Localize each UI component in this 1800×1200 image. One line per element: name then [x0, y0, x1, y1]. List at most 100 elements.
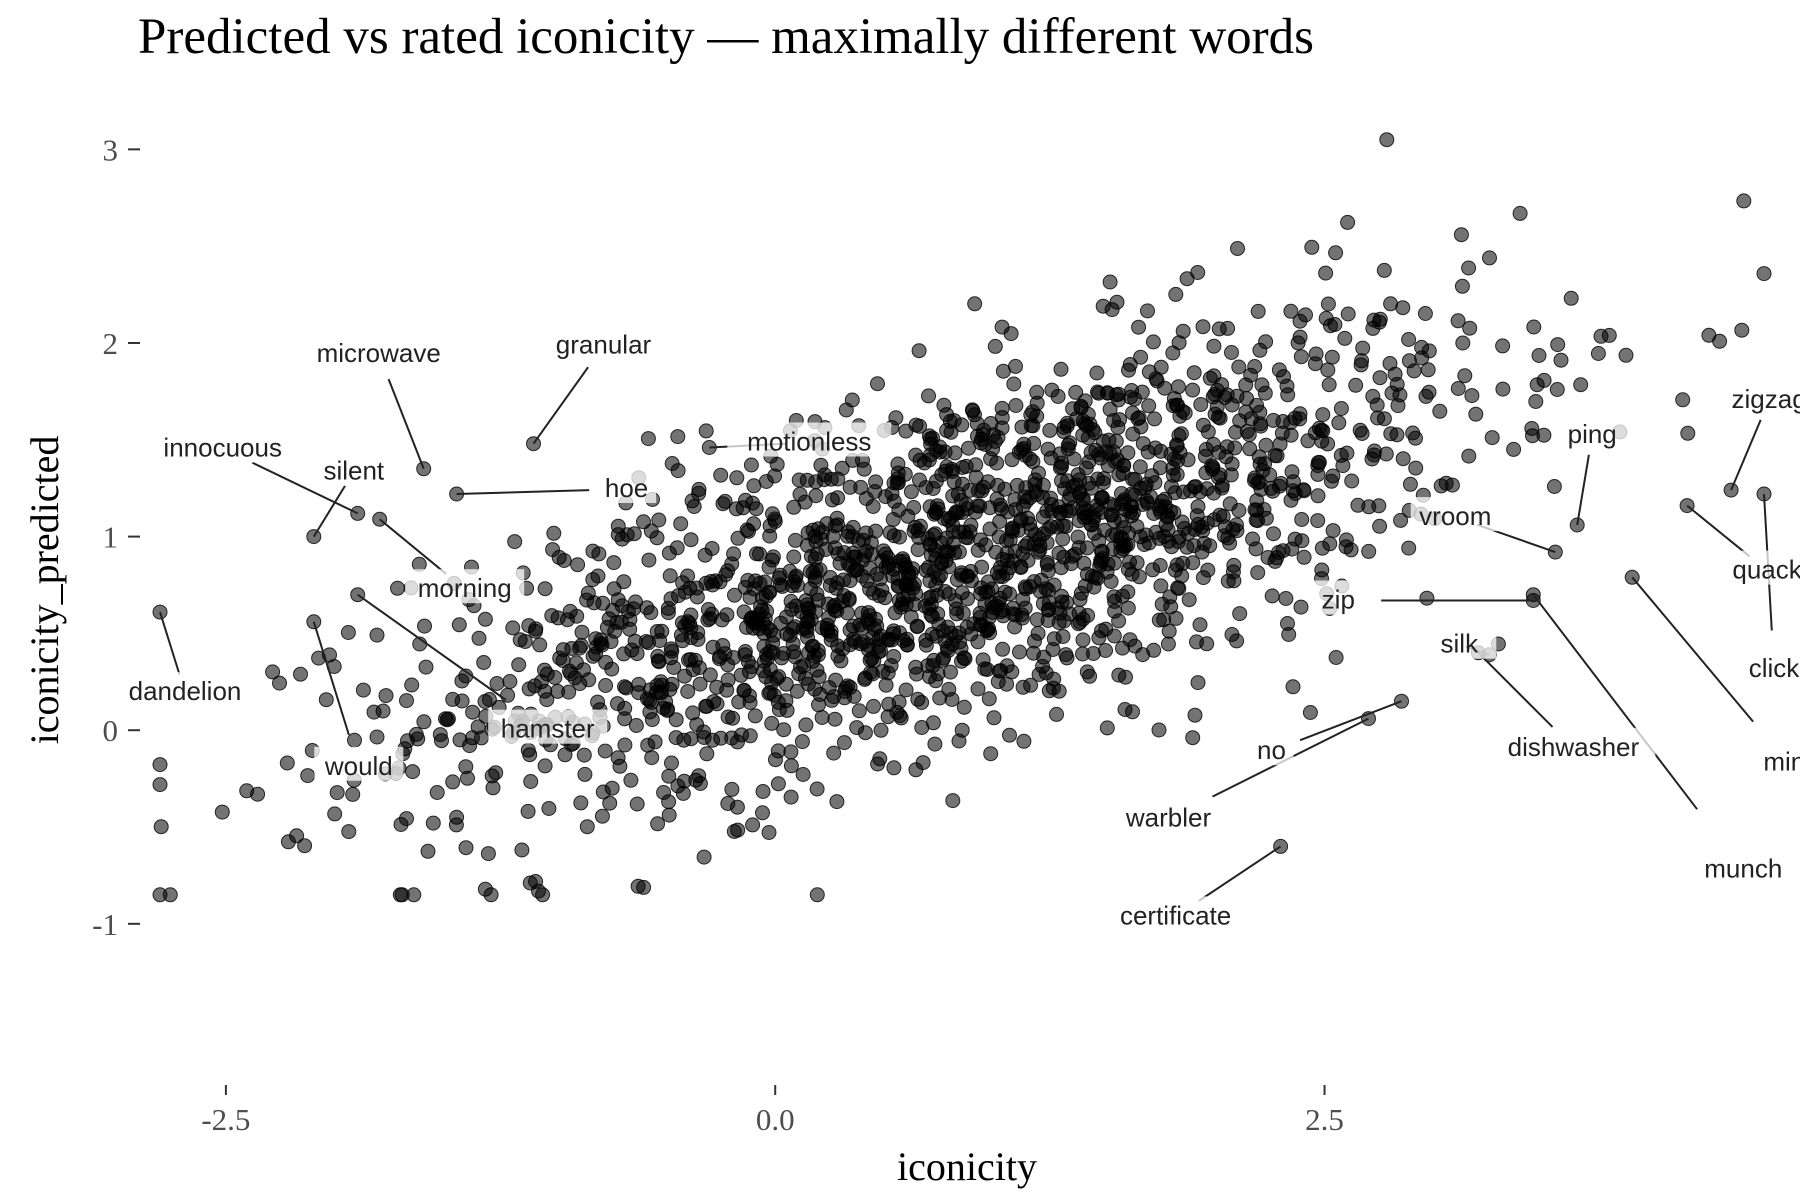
data-point: [1070, 616, 1086, 632]
data-point: [963, 573, 979, 589]
data-point: [1320, 436, 1336, 452]
data-point: [842, 479, 858, 495]
label-connector: [357, 593, 507, 701]
data-point: [272, 675, 287, 691]
data-point: [1002, 586, 1017, 602]
data-point: [623, 772, 639, 788]
data-point: [849, 720, 865, 736]
data-point: [214, 804, 230, 820]
data-point: [597, 743, 613, 759]
data-point: [1104, 507, 1120, 523]
data-point: [769, 456, 785, 472]
point-label-bg: [1086, 896, 1266, 931]
data-point: [758, 474, 774, 489]
data-point: [1165, 345, 1181, 361]
data-point: [514, 842, 530, 858]
data-point: [680, 684, 696, 699]
data-point: [1016, 441, 1031, 456]
data-point: [265, 664, 281, 680]
data-point: [1376, 262, 1392, 278]
data-point: [1247, 359, 1263, 374]
y-axis: -1 0 1 2 3: [92, 132, 140, 942]
data-point: [875, 664, 891, 679]
data-point: [810, 521, 826, 537]
data-point: [737, 647, 753, 663]
data-point: [809, 586, 825, 602]
data-point: [1232, 413, 1248, 429]
data-point: [1414, 339, 1430, 355]
data-point: [643, 695, 659, 710]
data-point: [1308, 346, 1324, 362]
data-point: [1247, 470, 1263, 486]
data-point: [445, 774, 461, 790]
data-point: [406, 887, 422, 903]
data-point: [1222, 496, 1238, 512]
data-point: [1056, 613, 1072, 629]
data-point: [889, 704, 905, 720]
data-point: [1077, 393, 1093, 409]
data-point: [663, 641, 679, 657]
data-point: [939, 422, 955, 438]
point-label-bg: [1249, 731, 1294, 766]
data-point: [1304, 239, 1320, 255]
data-point: [1118, 669, 1133, 685]
data-point: [865, 630, 881, 646]
data-point: [577, 766, 593, 782]
data-point: [1041, 521, 1056, 537]
data-point: [1108, 527, 1124, 543]
data-point: [761, 559, 777, 575]
data-point: [631, 676, 647, 692]
data-point: [939, 640, 955, 656]
data-point: [941, 681, 957, 697]
data-point: [1192, 617, 1208, 633]
point-label-bg: [1410, 497, 1500, 532]
data-point: [1106, 444, 1122, 460]
data-point: [612, 758, 628, 774]
data-point: [644, 712, 660, 728]
data-point: [692, 676, 708, 692]
data-point: [1055, 531, 1071, 547]
data-point: [617, 711, 633, 727]
point-label-bg: [1491, 727, 1656, 762]
data-point: [1015, 679, 1031, 695]
data-point: [1563, 290, 1579, 306]
data-point: [572, 676, 588, 692]
data-point: [329, 785, 345, 801]
data-point: [392, 887, 408, 903]
data-point: [912, 518, 928, 534]
data-point: [1468, 406, 1484, 422]
data-point: [807, 681, 823, 697]
data-point: [585, 648, 601, 664]
data-point: [809, 781, 825, 797]
y-tick-label: 1: [103, 520, 119, 555]
data-point: [1284, 464, 1300, 480]
data-point: [700, 612, 716, 628]
data-point: [1348, 377, 1364, 393]
data-point: [1131, 319, 1147, 335]
data-point: [594, 808, 610, 824]
data-point: [297, 838, 313, 854]
data-point: [585, 572, 601, 588]
data-point: [629, 646, 645, 662]
data-point: [1254, 377, 1270, 393]
data-point: [1310, 513, 1326, 529]
data-point: [340, 625, 356, 640]
data-point: [1186, 538, 1202, 554]
data-point: [619, 527, 635, 543]
data-point: [1247, 502, 1263, 518]
data-point: [717, 493, 733, 509]
data-point: [728, 501, 744, 517]
data-point: [880, 631, 896, 647]
data-point: [1183, 483, 1198, 499]
data-point: [1461, 260, 1477, 276]
data-point: [1313, 422, 1329, 438]
data-point: [1224, 345, 1239, 360]
data-point: [994, 420, 1010, 436]
data-point: [1229, 517, 1244, 533]
data-point: [1464, 388, 1480, 404]
data-point: [1018, 493, 1034, 509]
data-point: [1031, 465, 1046, 481]
data-point: [1102, 401, 1118, 417]
data-point: [1055, 518, 1071, 534]
data-point: [1041, 601, 1056, 617]
